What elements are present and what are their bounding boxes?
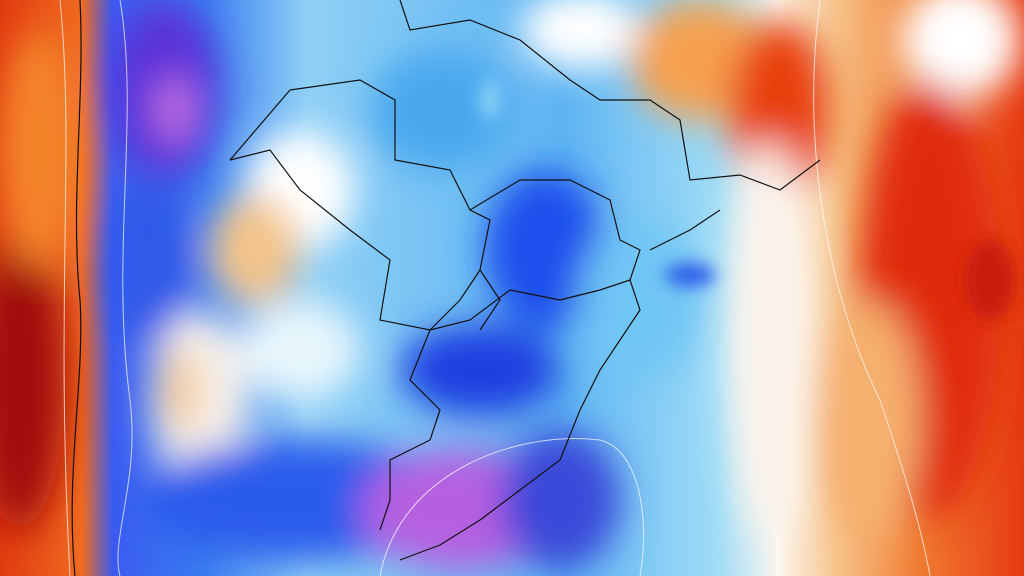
contours — [59, 0, 931, 576]
detail-patches — [480, 80, 1015, 320]
borders — [71, 0, 821, 576]
